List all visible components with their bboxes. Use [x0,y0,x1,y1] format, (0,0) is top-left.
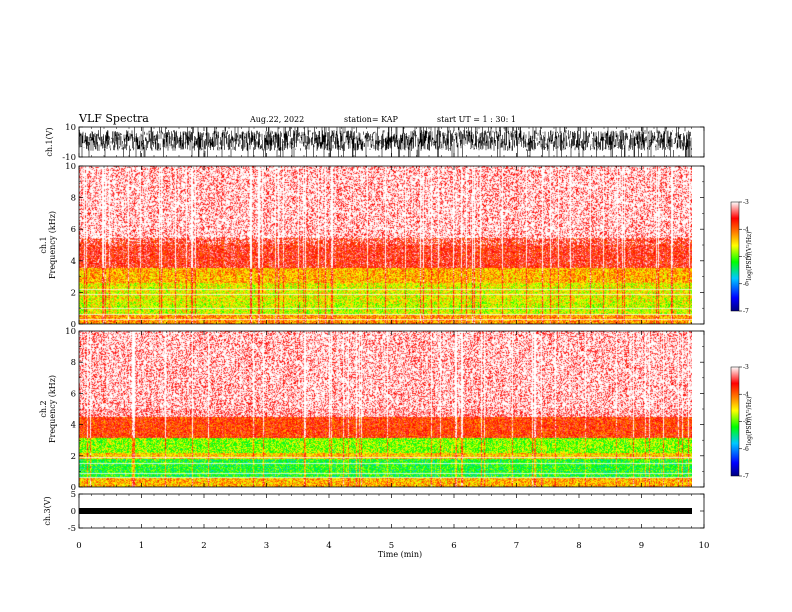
ch3-waveform-ylabel: ch.3(V) [43,496,52,525]
y-tick-label: 6 [71,389,76,399]
ch1-waveform-trace [78,127,692,157]
colorbar-tick-label: -6 [743,446,749,453]
x-tick-label: 7 [514,541,519,551]
ch2-spectrogram-panel: 0 2 4 6 8 10 ch.2 Frequency (kHz) [39,327,705,493]
ch1-colorbar: -3 -4 -5 -6 -7 log(PSD)(V²/Hz) [730,199,753,315]
x-tick-label: 1 [139,541,144,551]
colorbar-tick-label: -7 [743,308,749,315]
y-tick-label: -5 [68,524,76,534]
colorbar-tick-label: -7 [743,473,749,480]
ch2-colorbar-gradient [730,366,740,477]
y-tick-label: 4 [71,421,76,431]
ch2-colorbar-ticks: -3 -4 -5 -6 -7 [739,364,749,480]
ch2-spectrogram-yticks: 0 2 4 6 8 10 [65,327,704,493]
colorbar-tick-label: -5 [743,254,749,261]
ch2-spectrogram-ylabel: Frequency (kHz) [48,375,57,443]
colorbar-tick-label: -5 [743,419,749,426]
y-tick-label: 0 [71,320,76,330]
station-label: station= KAP [344,115,399,124]
y-tick-label: 10 [65,327,76,337]
y-tick-label: 6 [71,225,76,235]
colorbar-tick-label: -6 [743,281,749,288]
ch1-spectrogram-panel: 0 2 4 6 8 10 ch.1 Frequency (kHz) [39,162,705,330]
start-ut-label: start UT = 1 : 30: 1 [437,115,516,124]
ch1-spectrogram-channel: ch.1 [39,236,48,253]
ch2-colorbar-label: log(PSD)(V²/Hz) [746,397,753,446]
time-axis-ticks: 0 1 2 3 4 5 6 7 8 9 10 [76,127,709,551]
x-tick-label: 8 [576,541,581,551]
y-tick-label: 5 [71,490,76,500]
y-tick-label: 4 [71,257,76,267]
y-tick-label: 10 [65,162,76,172]
ch1-waveform-yticks: 10 -10 [62,123,704,163]
colorbar-tick-label: -3 [743,199,749,206]
x-tick-label: 10 [699,541,710,551]
time-axis-label: Time (min) [378,550,422,559]
ch3-waveform-trace [79,508,692,514]
ch1-spectrogram-ylabel: Frequency (kHz) [48,211,57,279]
x-tick-label: 3 [264,541,269,551]
ch1-waveform-ylabel: ch.1(V) [45,127,54,156]
y-tick-label: 8 [71,194,76,204]
ch3-waveform-yticks: 5 0 -5 [68,490,704,534]
ch1-colorbar-ticks: -3 -4 -5 -6 -7 [739,199,749,315]
colorbar-tick-label: -4 [743,226,749,233]
ch1-waveform-panel: 10 -10 ch.1(V) [45,123,705,163]
ch1-colorbar-gradient [730,201,740,312]
ch2-spectrogram-channel: ch.2 [39,400,48,417]
ch2-spectrogram-image [79,331,692,487]
x-tick-label: 5 [389,541,394,551]
y-tick-label: 2 [71,288,76,298]
ch1-colorbar-label: log(PSD)(V²/Hz) [746,232,753,281]
date-label: Aug.22, 2022 [249,115,304,124]
y-tick-label: 2 [71,452,76,462]
ch1-waveform-line [78,127,692,157]
y-tick-label: 8 [71,358,76,368]
ch3-waveform-panel: 5 0 -5 ch.3(V) [43,490,705,534]
ch1-spectrogram-yticks: 0 2 4 6 8 10 [65,162,704,330]
ch2-colorbar: -3 -4 -5 -6 -7 log(PSD)(V²/Hz) [730,364,753,480]
x-tick-label: 9 [639,541,644,551]
x-tick-label: 2 [201,541,206,551]
figure-title: VLF Spectra [78,112,149,125]
x-tick-label: 6 [451,541,456,551]
colorbar-tick-label: -3 [743,364,749,371]
x-tick-label: 4 [326,541,331,551]
y-tick-label: 0 [71,507,76,517]
y-tick-label: 0 [71,483,76,493]
y-tick-label: -10 [62,153,76,163]
colorbar-tick-label: -4 [743,391,749,398]
x-tick-label: 0 [76,541,81,551]
y-tick-label: 10 [65,123,76,133]
ch1-spectrogram-image [79,166,692,324]
